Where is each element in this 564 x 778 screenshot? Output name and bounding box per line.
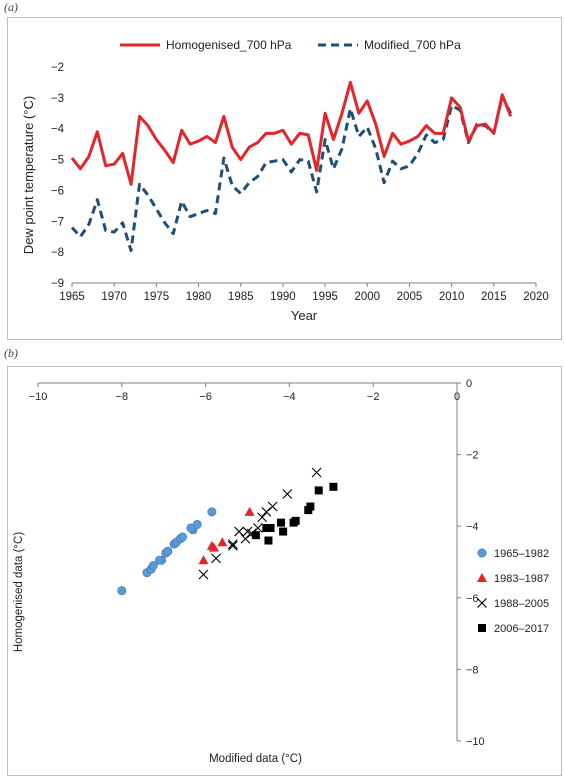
point-1988-2005	[227, 541, 238, 551]
y-tick-label: −2	[51, 62, 64, 74]
y-tick-label: −8	[466, 664, 479, 676]
y-tick-label: −8	[51, 247, 64, 259]
legend-label-homogenised: Homogenised_700 hPa	[166, 38, 292, 52]
legend-marker-2006-2017	[478, 624, 486, 632]
point-1965-1982	[117, 586, 127, 596]
point-2006-2017	[262, 523, 271, 532]
x-tick-label: 1985	[228, 291, 254, 303]
chart-a-frame	[7, 17, 562, 340]
x-tick-label: −2	[367, 391, 380, 403]
y-tick-label: −10	[466, 736, 485, 748]
point-2006-2017	[306, 502, 315, 511]
point-1965-1982	[155, 555, 165, 565]
y-tick-label: 0	[466, 378, 472, 390]
x-tick-label: −10	[29, 391, 48, 403]
point-2006-2017	[291, 516, 300, 525]
point-2006-2017	[329, 482, 338, 491]
x-tick-label: 2015	[481, 291, 507, 303]
y-tick-label: −5	[51, 155, 64, 167]
point-1988-2005	[253, 523, 263, 533]
series-line-homogenised	[70, 80, 513, 186]
chart-b-frame	[7, 366, 562, 776]
x-tick-label: 1970	[101, 291, 127, 303]
point-1988-2005	[311, 467, 322, 478]
point-1988-2005	[282, 489, 293, 499]
x-tick-label: 2000	[354, 291, 380, 303]
y-axis-label: Dew point temperature (°C)	[21, 96, 36, 254]
point-1988-2005	[261, 506, 272, 517]
point-2006-2017	[277, 518, 286, 527]
x-tick-label: −6	[199, 391, 212, 403]
point-1965-1982	[192, 519, 202, 529]
point-1988-2005	[227, 539, 238, 549]
point-2006-2017	[251, 531, 260, 540]
x-tick-label: 2010	[439, 291, 465, 303]
y-axis-label: Homogenised data (°C)	[13, 532, 25, 652]
point-1988-2005	[257, 512, 268, 523]
legend-marker-1988-2005	[477, 598, 487, 608]
legend-label-1965-1982: 1965–1982	[494, 548, 549, 560]
legend-label-1983-1987: 1983–1987	[494, 573, 549, 585]
x-tick-label: 1995	[312, 291, 338, 303]
legend-label-2006-2017: 2006–2017	[494, 623, 549, 635]
x-tick-label: 2005	[397, 291, 423, 303]
x-tick-label: 1965	[59, 291, 85, 303]
y-tick-label: −4	[466, 521, 479, 533]
point-1965-1982	[207, 507, 217, 517]
point-1988-2005	[198, 569, 209, 580]
point-1988-2005	[234, 526, 245, 537]
y-tick-label: −9	[51, 278, 64, 290]
x-tick-label: 0	[454, 391, 460, 403]
y-tick-label: −6	[51, 185, 64, 197]
point-2006-2017	[266, 523, 275, 532]
x-tick-label: −8	[116, 391, 129, 403]
legend-marker-1965-1982	[477, 548, 487, 558]
y-tick-label: −6	[466, 593, 479, 605]
point-1965-1982	[148, 561, 158, 571]
x-axis-label: Year	[291, 308, 318, 323]
y-tick-label: −7	[51, 216, 64, 228]
point-1983-1987	[206, 540, 217, 550]
panel-label-b: (b)	[4, 346, 18, 360]
legend-marker-1983-1987	[477, 573, 487, 582]
panel-label-a: (a)	[4, 0, 18, 14]
y-tick-label: −2	[466, 450, 479, 462]
point-1988-2005	[211, 553, 221, 564]
x-tick-label: 2020	[523, 291, 549, 303]
x-tick-label: 1990	[270, 291, 296, 303]
x-tick-label: 1975	[144, 291, 170, 303]
point-2006-2017	[314, 486, 323, 495]
point-2006-2017	[279, 527, 288, 536]
series-line-modified	[70, 94, 513, 253]
point-1988-2005	[267, 501, 278, 512]
point-1965-1982	[178, 532, 188, 542]
point-1983-1987	[217, 537, 228, 547]
legend-label-modified: Modified_700 hPa	[364, 38, 461, 52]
point-2006-2017	[264, 536, 273, 545]
point-1988-2005	[240, 533, 251, 544]
legend-label-1988-2005: 1988–2005	[494, 598, 549, 610]
point-1983-1987	[198, 555, 209, 565]
y-tick-label: −3	[51, 93, 64, 105]
point-1965-1982	[163, 546, 173, 556]
point-1983-1987	[244, 506, 255, 516]
x-tick-label: −4	[283, 391, 296, 403]
x-tick-label: 1980	[186, 291, 212, 303]
x-axis-label: Modified data (°C)	[209, 753, 302, 765]
y-tick-label: −4	[51, 124, 65, 136]
